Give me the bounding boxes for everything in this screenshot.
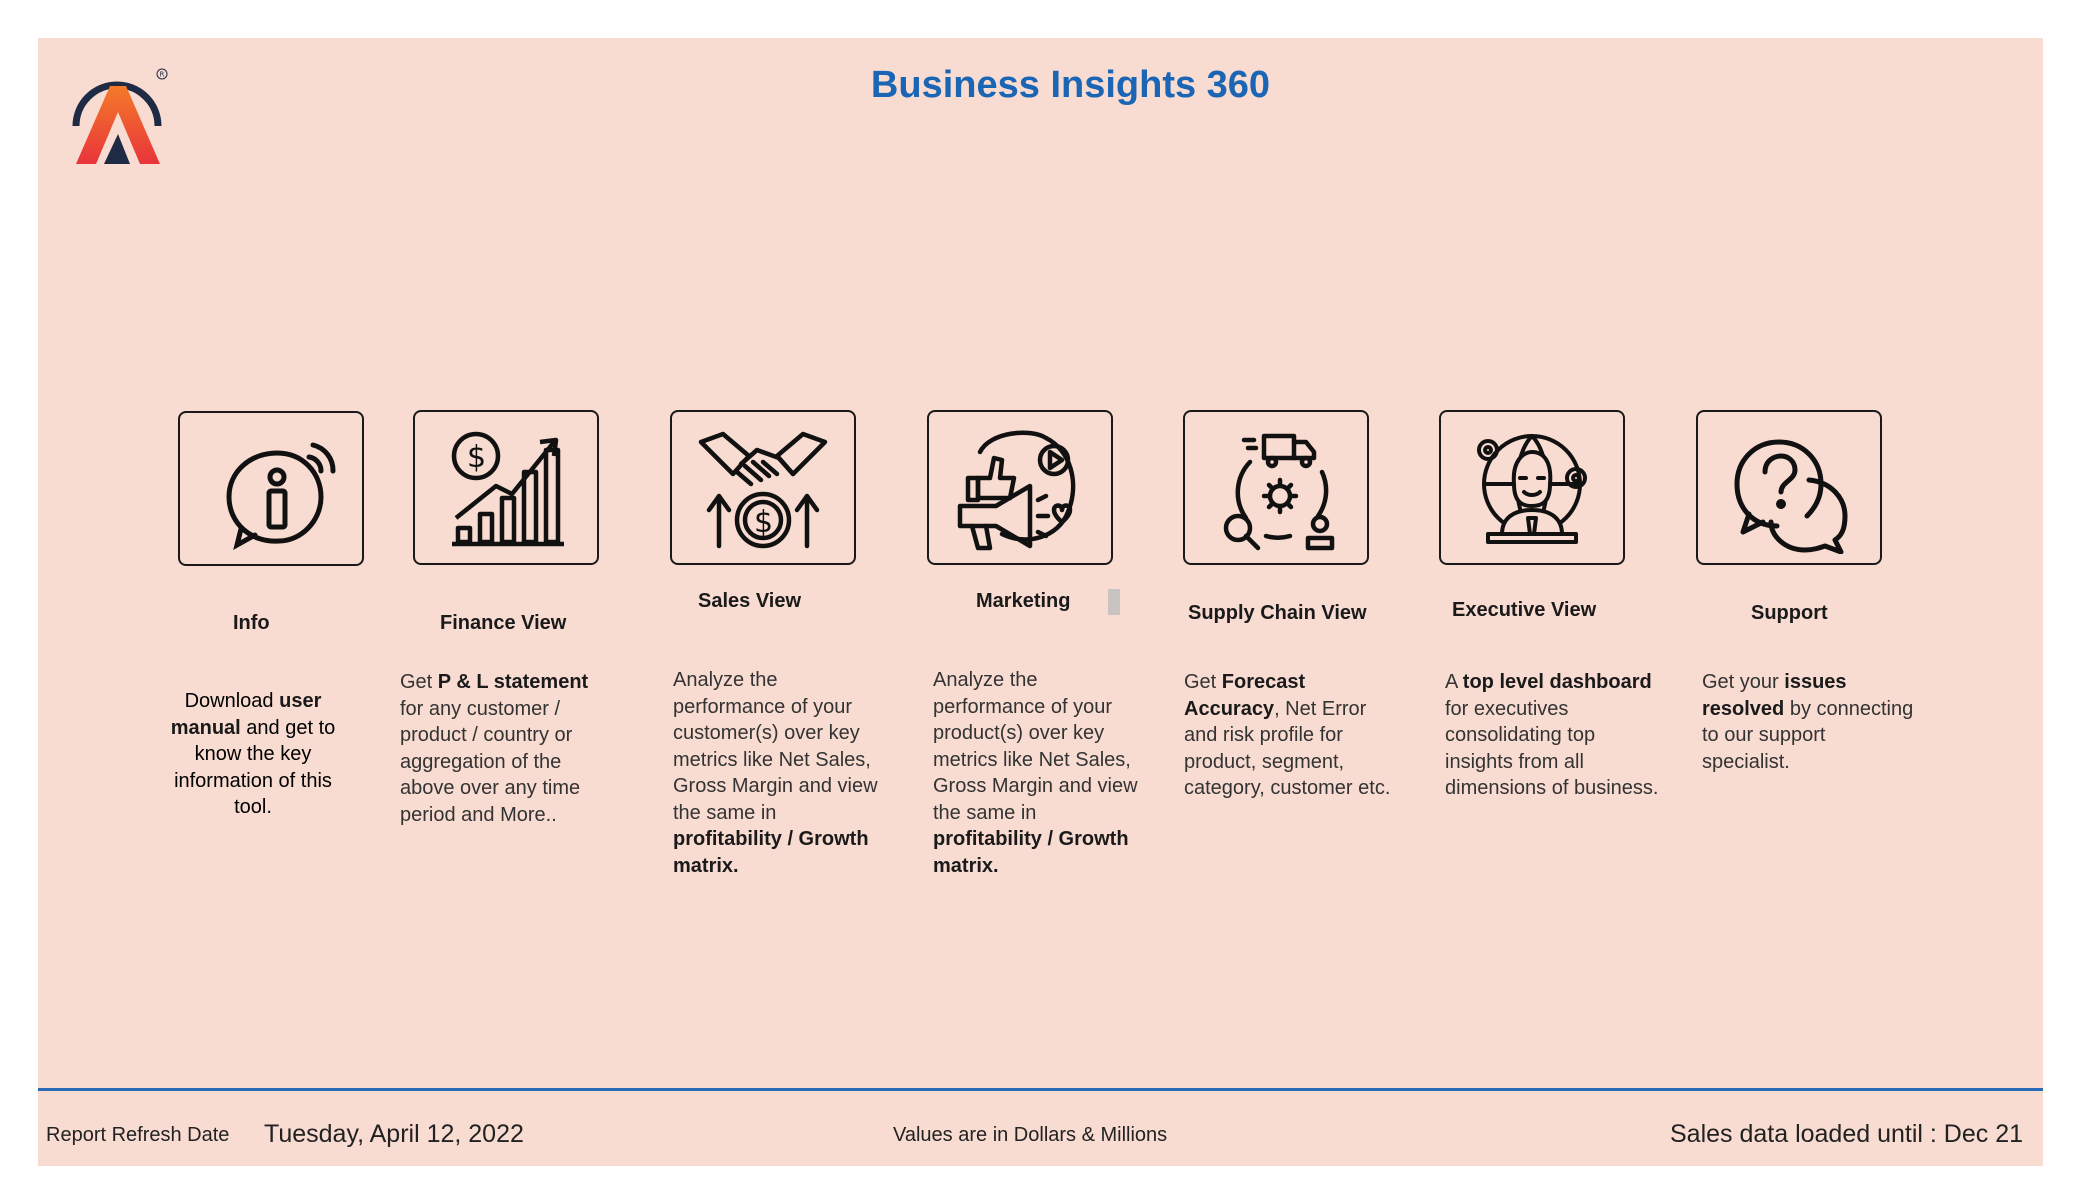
footer-divider xyxy=(38,1088,2043,1091)
description-run: Analyze the performance of your product(… xyxy=(933,669,1138,824)
description-run: Analyze the performance of your customer… xyxy=(673,669,878,824)
supply-chain-view-description: Get Forecast Accuracy, Net Error and ris… xyxy=(1184,669,1399,802)
finance-view-label: Finance View xyxy=(440,612,567,634)
marketing-label: Marketing xyxy=(976,590,1071,612)
description-run: and get to know the key information of t… xyxy=(174,716,336,819)
svg-text:$: $ xyxy=(467,440,486,475)
description-run: top level dashboard xyxy=(1462,671,1652,693)
finance-view-tile-button[interactable]: $ xyxy=(413,410,599,565)
description-run: Get xyxy=(1184,671,1222,693)
landing-page: R Business Insights 360 Info Download us… xyxy=(38,38,2043,1166)
description-run: for any customer / product / country or … xyxy=(400,697,581,826)
svg-text:$: $ xyxy=(754,505,773,540)
description-run: P & L statement xyxy=(437,671,589,693)
description-run: by connecting to our support specialist. xyxy=(1702,697,1914,773)
sales-view-description: Analyze the performance of your customer… xyxy=(673,667,888,879)
executive-view-tile-button[interactable] xyxy=(1439,410,1625,565)
refresh-date-value: Tuesday, April 12, 2022 xyxy=(264,1120,524,1148)
supply-chain-view-label: Supply Chain View xyxy=(1188,602,1367,624)
description-run: issues resolved xyxy=(1702,671,1847,720)
handshake-icon: $ xyxy=(698,431,828,548)
description-run: profitability / Growth matrix. xyxy=(933,828,1129,877)
megaphone-icon xyxy=(957,430,1076,550)
description-run: Get your xyxy=(1702,671,1785,693)
info-label: Info xyxy=(233,612,270,634)
finance-view-description: Get P & L statement for any customer / p… xyxy=(400,669,615,828)
support-description: Get your issues resolved by connecting t… xyxy=(1702,669,1917,775)
support-tile-button[interactable] xyxy=(1696,410,1882,565)
supply-chain-icon xyxy=(1223,433,1335,550)
info-tile-button[interactable] xyxy=(178,411,364,566)
refresh-date-label: Report Refresh Date xyxy=(46,1124,230,1146)
sales-data-loaded: Sales data loaded until : Dec 21 xyxy=(1669,1120,2023,1148)
executive-view-label: Executive View xyxy=(1452,599,1597,621)
page-title: Business Insights 360 xyxy=(870,64,1271,106)
description-run: profitability / Growth matrix. xyxy=(673,828,869,877)
description-run: Get xyxy=(400,671,438,693)
info-description: Download user manual and get to know the… xyxy=(158,688,348,821)
svg-text:R: R xyxy=(160,71,165,79)
executive-view-description: A top level dashboard for executives con… xyxy=(1445,669,1660,802)
description-run: , Net Error and risk profile for product… xyxy=(1184,697,1391,800)
marketing-tile-button[interactable] xyxy=(927,410,1113,565)
marketing-description: Analyze the performance of your product(… xyxy=(933,667,1148,879)
finance-chart-icon: $ xyxy=(451,431,564,546)
selection-marker xyxy=(1108,589,1120,615)
description-run: user manual xyxy=(170,690,322,739)
executive-icon xyxy=(1477,433,1587,544)
description-run: A xyxy=(1445,671,1463,693)
support-label: Support xyxy=(1751,602,1828,624)
sales-view-tile-button[interactable]: $ xyxy=(670,410,856,565)
supply-chain-view-tile-button[interactable] xyxy=(1183,410,1369,565)
support-chat-icon xyxy=(1734,439,1848,554)
description-run: for executives consolidating top insight… xyxy=(1445,697,1659,800)
description-run: Forecast Accuracy xyxy=(1184,671,1306,720)
info-icon xyxy=(226,442,336,550)
description-run: Download xyxy=(184,690,280,712)
company-logo: R xyxy=(72,68,168,164)
units-note: Values are in Dollars & Millions xyxy=(893,1124,1168,1146)
sales-view-label: Sales View xyxy=(698,590,802,612)
